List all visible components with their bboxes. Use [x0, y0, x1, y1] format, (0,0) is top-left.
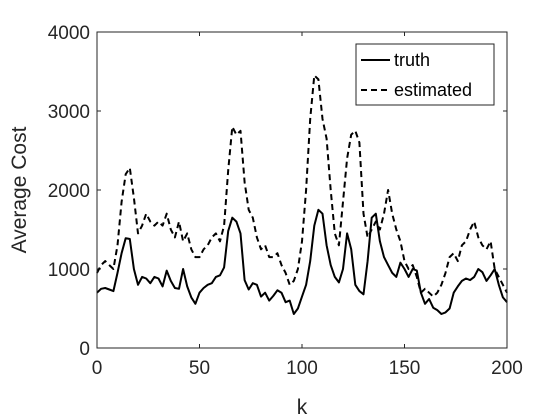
x-tick-label: 50 [189, 358, 210, 379]
legend-label-estimated: estimated [394, 80, 472, 100]
y-tick-label: 1000 [48, 260, 90, 281]
x-tick-label: 150 [389, 358, 421, 379]
legend: truth estimated [355, 43, 495, 106]
y-axis-title: Average Cost [8, 126, 31, 253]
series-line-truth [96, 208, 508, 315]
y-tick-label: 2000 [48, 181, 90, 202]
x-tick-label: 200 [491, 358, 523, 379]
series-lines [96, 74, 508, 315]
series-line-estimated [96, 74, 508, 298]
x-tick-label: 0 [92, 358, 103, 379]
legend-box [355, 43, 495, 106]
plot-axes-frame [96, 31, 508, 349]
y-tick-label: 3000 [48, 102, 90, 123]
legend-label-truth: truth [394, 50, 430, 70]
x-tick-label: 100 [286, 358, 318, 379]
y-tick-label: 0 [79, 339, 90, 360]
x-axis-title: k [297, 396, 308, 419]
y-tick-label: 4000 [48, 23, 90, 44]
